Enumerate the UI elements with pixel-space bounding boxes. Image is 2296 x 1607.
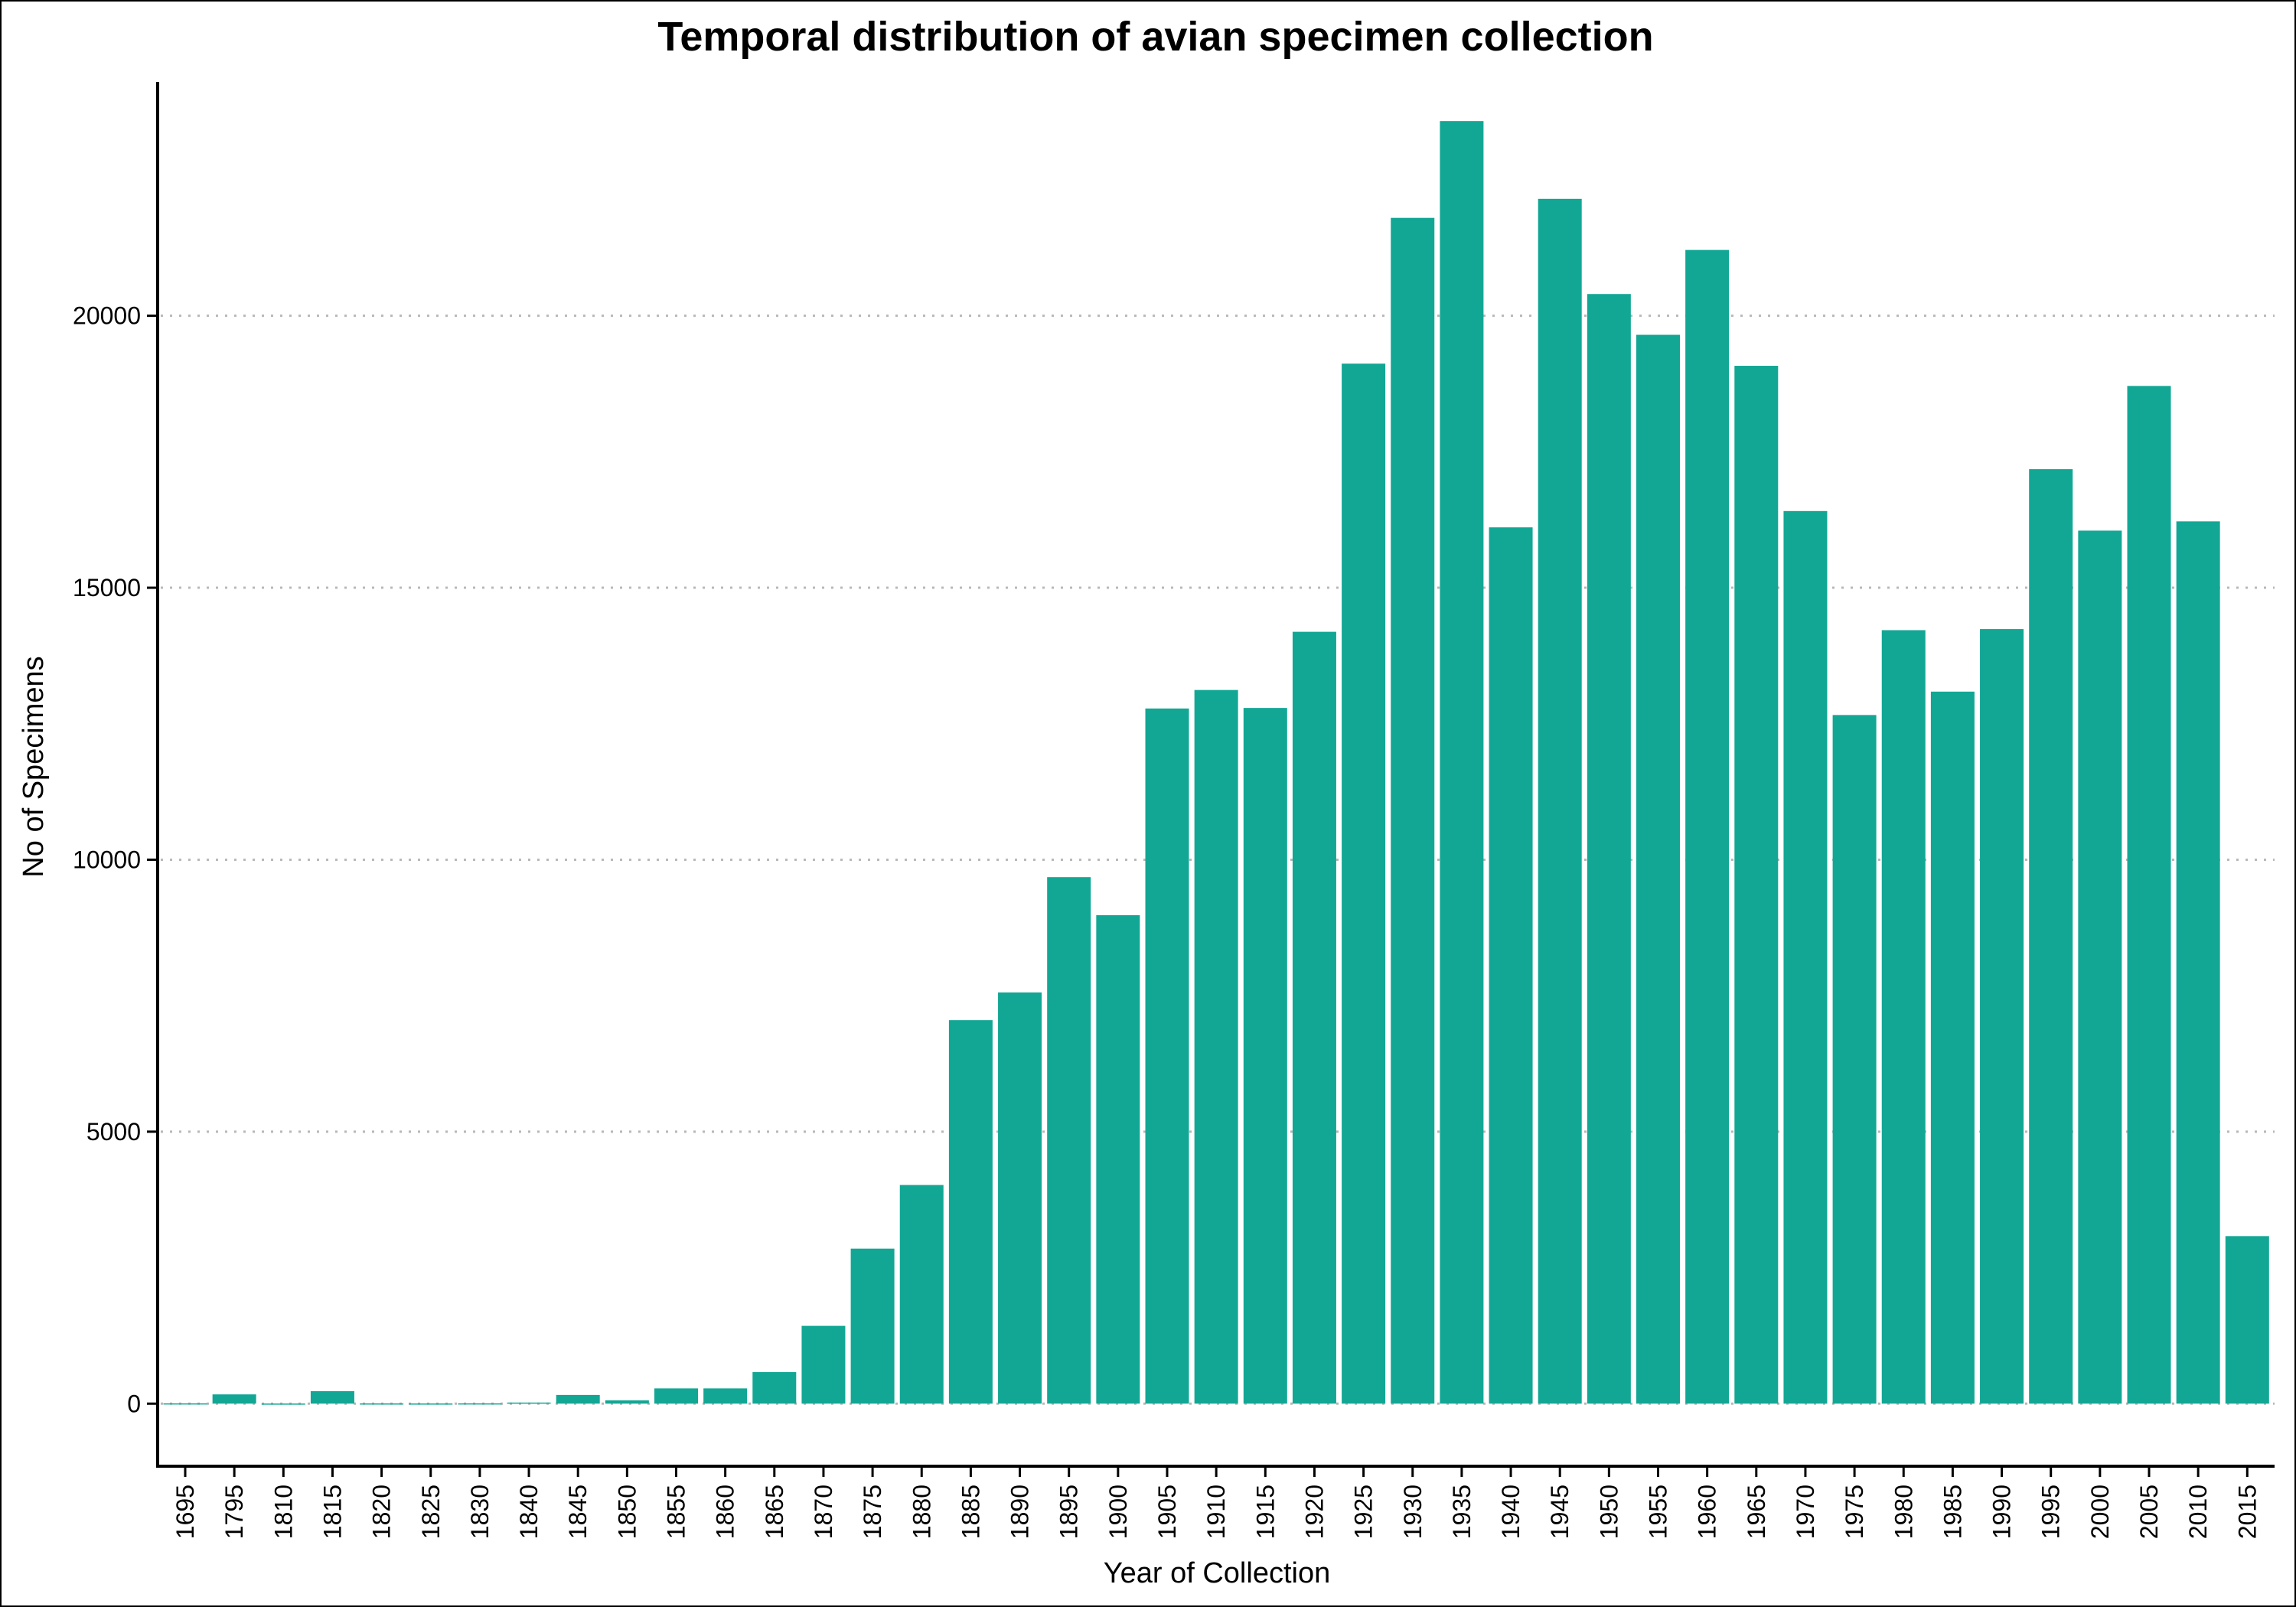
y-tick-label: 10000: [73, 846, 141, 873]
x-tick-label: 1975: [1841, 1485, 1868, 1539]
y-axis-title: No of Specimens: [18, 656, 50, 877]
bar-1795: [212, 1394, 256, 1404]
bar-1865: [752, 1372, 797, 1404]
x-tick-label: 1910: [1202, 1485, 1230, 1539]
x-tick-label: 1955: [1645, 1485, 1672, 1539]
x-tick-label: 1995: [2037, 1485, 2065, 1539]
x-tick-label: 2000: [2086, 1485, 2114, 1539]
bar-1830: [458, 1403, 502, 1405]
x-tick-label: 1850: [613, 1485, 641, 1539]
bar-1925: [1342, 363, 1386, 1404]
bar-1840: [507, 1402, 551, 1404]
x-tick-label: 1840: [515, 1485, 543, 1539]
x-tick-label: 1695: [171, 1485, 199, 1539]
bar-1990: [1980, 629, 2024, 1404]
x-tick-label: 1885: [957, 1485, 984, 1539]
x-tick-label: 1905: [1153, 1485, 1181, 1539]
bar-1915: [1243, 708, 1287, 1404]
bar-1965: [1734, 366, 1779, 1404]
bar-1855: [654, 1388, 698, 1404]
bar-1895: [1047, 877, 1091, 1404]
bar-1870: [801, 1325, 846, 1404]
bar-1930: [1391, 217, 1435, 1404]
x-tick-label: 1970: [1792, 1485, 1819, 1539]
bar-1910: [1194, 689, 1238, 1404]
x-tick-label: 1880: [908, 1485, 935, 1539]
x-tick-label: 1985: [1939, 1485, 1966, 1539]
x-tick-label: 1965: [1743, 1485, 1770, 1539]
x-tick-label: 1845: [564, 1485, 592, 1539]
x-tick-label: 1820: [368, 1485, 396, 1539]
x-tick-label: 1925: [1350, 1485, 1378, 1539]
bar-1875: [850, 1248, 895, 1404]
x-tick-label: 1825: [417, 1485, 445, 1539]
x-tick-label: 1870: [810, 1485, 837, 1539]
bar-1810: [261, 1403, 305, 1405]
bar-1885: [948, 1020, 993, 1404]
bar-1920: [1292, 631, 1336, 1404]
x-tick-label: 1810: [269, 1485, 297, 1539]
bars: [163, 121, 2269, 1405]
x-tick-label: 1960: [1694, 1485, 1721, 1539]
bar-1970: [1783, 510, 1828, 1404]
y-ticks: 0 5000 10000 15000 20000: [73, 302, 158, 1417]
x-tick-label: 1950: [1595, 1485, 1623, 1539]
bar-1950: [1587, 294, 1631, 1404]
x-tick-label: 2010: [2184, 1485, 2212, 1539]
x-tick-label: 1900: [1104, 1485, 1132, 1539]
x-tick-label: 1980: [1890, 1485, 1917, 1539]
bar-1900: [1096, 914, 1140, 1404]
bar-1905: [1145, 708, 1189, 1404]
x-tick-label: 1935: [1448, 1485, 1476, 1539]
bar-1960: [1685, 249, 1730, 1404]
bar-2000: [2078, 530, 2122, 1404]
bar-1985: [1930, 691, 1975, 1404]
x-axis-title: Year of Collection: [1104, 1557, 1330, 1589]
bar-1845: [556, 1394, 600, 1404]
bar-1945: [1538, 198, 1582, 1404]
x-tick-label: 1890: [1006, 1485, 1034, 1539]
x-tick-label: 1940: [1497, 1485, 1525, 1539]
x-tick-label: 1915: [1251, 1485, 1279, 1539]
bar-1815: [310, 1390, 354, 1404]
bar-1860: [703, 1388, 748, 1404]
bar-2015: [2225, 1236, 2269, 1404]
bar-1880: [899, 1185, 944, 1404]
x-ticks: 1695 1795 1810 1815 1820 1825 1830 1840 1845 1850…: [171, 1466, 2261, 1539]
bar-1820: [360, 1403, 404, 1405]
bar-1935: [1440, 121, 1484, 1404]
bar-2005: [2127, 386, 2171, 1404]
bar-1940: [1489, 527, 1533, 1404]
y-tick-label: 15000: [73, 574, 141, 601]
x-tick-label: 1855: [663, 1485, 690, 1539]
bar-1695: [163, 1403, 207, 1405]
bar-1980: [1881, 630, 1926, 1404]
y-tick-label: 5000: [86, 1118, 141, 1146]
y-tick-label: 20000: [73, 302, 141, 330]
chart-title: Temporal distribution of avian specimen …: [657, 14, 1653, 60]
bar-1825: [409, 1403, 453, 1405]
bar-1850: [605, 1400, 649, 1404]
x-tick-label: 2005: [2135, 1485, 2163, 1539]
x-tick-label: 2015: [2233, 1485, 2261, 1539]
x-tick-label: 1795: [220, 1485, 248, 1539]
x-tick-label: 1860: [712, 1485, 739, 1539]
x-tick-label: 1865: [761, 1485, 788, 1539]
bar-1890: [998, 992, 1042, 1404]
x-tick-label: 1990: [1988, 1485, 2016, 1539]
x-tick-label: 1895: [1055, 1485, 1083, 1539]
y-tick-label: 0: [127, 1390, 141, 1417]
x-tick-label: 1815: [318, 1485, 346, 1539]
x-tick-label: 1875: [859, 1485, 886, 1539]
bar-2010: [2176, 521, 2220, 1404]
x-tick-label: 1930: [1399, 1485, 1427, 1539]
bar-1975: [1832, 715, 1877, 1404]
bar-1955: [1636, 334, 1680, 1404]
x-tick-label: 1945: [1546, 1485, 1574, 1539]
bar-1995: [2029, 469, 2073, 1404]
x-tick-label: 1920: [1300, 1485, 1328, 1539]
x-tick-label: 1830: [466, 1485, 494, 1539]
